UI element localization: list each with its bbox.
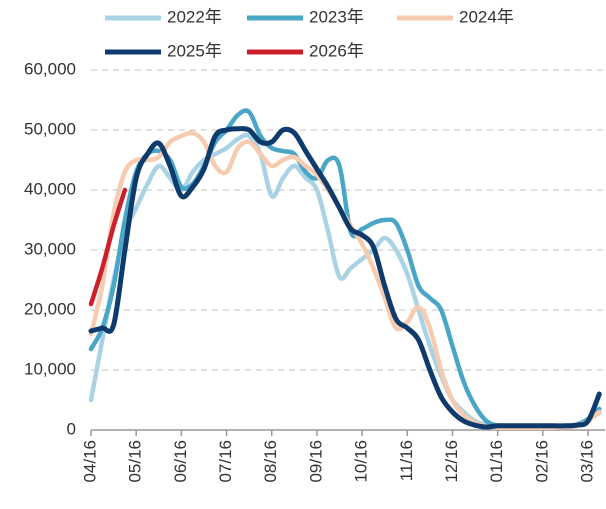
x-tick-label: 09/16: [306, 440, 325, 483]
x-tick-label: 12/16: [442, 440, 461, 483]
x-tick-label: 07/16: [216, 440, 235, 483]
series-line: [88, 126, 602, 430]
x-tick-label: 08/16: [261, 440, 280, 483]
x-tick-label: 03/16: [577, 440, 596, 483]
y-tick-label: 0: [67, 419, 76, 438]
x-tick-label: 05/16: [126, 440, 145, 483]
y-tick-label: 40,000: [24, 179, 76, 198]
x-tick-label: 04/16: [80, 440, 99, 483]
legend-label: 2026年: [309, 41, 364, 60]
x-tick-label: 11/16: [397, 440, 416, 481]
series-line: [88, 187, 128, 307]
legend-label: 2024年: [459, 7, 514, 26]
legend-label: 2023年: [309, 7, 364, 26]
y-tick-label: 10,000: [24, 359, 76, 378]
x-tick-label: 01/16: [487, 440, 506, 483]
x-tick-label: 10/16: [352, 440, 371, 483]
y-tick-label: 30,000: [24, 239, 76, 258]
legend-label: 2025年: [167, 41, 222, 60]
y-tick-label: 50,000: [24, 119, 76, 138]
x-tick-label: 06/16: [171, 440, 190, 483]
x-tick-label: 02/16: [532, 440, 551, 483]
y-tick-label: 60,000: [24, 59, 76, 78]
legend-label: 2022年: [167, 7, 222, 26]
y-tick-label: 20,000: [24, 299, 76, 318]
series-line: [88, 132, 602, 430]
